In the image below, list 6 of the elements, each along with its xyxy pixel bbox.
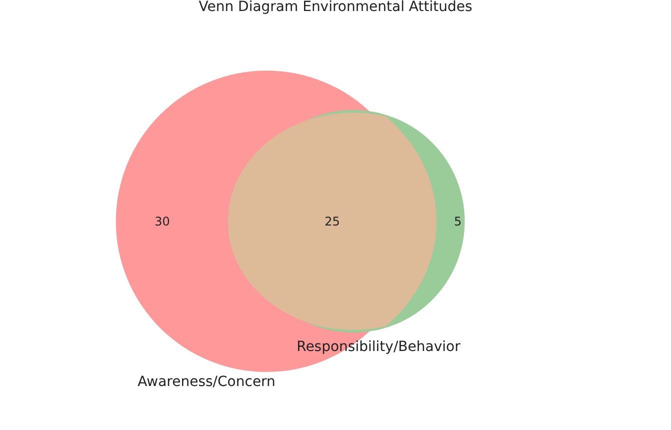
data-label: 30 bbox=[154, 214, 170, 228]
text: Awareness/Concern bbox=[138, 374, 276, 390]
text: Venn Diagram Environmental Attitudes bbox=[198, 0, 472, 15]
text: Responsibility/Behavior bbox=[296, 339, 461, 356]
data-label: 5 bbox=[454, 214, 462, 228]
data-label: 25 bbox=[324, 214, 340, 228]
